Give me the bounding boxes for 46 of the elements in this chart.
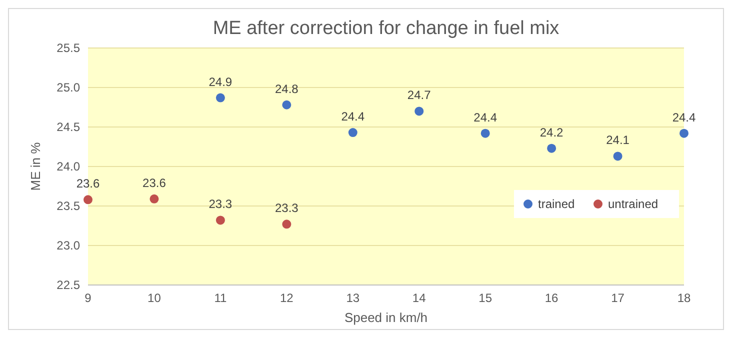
- point: [348, 128, 358, 138]
- y-tick-label: 23.0: [56, 238, 80, 252]
- data-label: 24.7: [407, 88, 432, 102]
- x-tick-label: 12: [280, 291, 294, 305]
- y-axis-title: ME in %: [28, 142, 43, 191]
- legend-label: trained: [538, 197, 575, 211]
- point: [216, 93, 225, 102]
- chart-title: ME after correction for change in fuel mix: [212, 18, 560, 39]
- data-label: 24.4: [341, 110, 365, 124]
- x-tick-label: 11: [214, 291, 227, 305]
- data-label: 23.3: [208, 197, 232, 212]
- x-tick-label: 15: [478, 291, 492, 305]
- point: [547, 144, 556, 153]
- data-label: 24.2: [540, 125, 564, 140]
- point: [282, 220, 292, 229]
- x-tick-label: 9: [84, 291, 92, 305]
- y-tick-label: 23.5: [56, 199, 80, 213]
- x-axis-title: Speed in km/h: [344, 310, 428, 325]
- x-tick-label: 17: [611, 291, 625, 305]
- data-label: 23.6: [142, 176, 166, 190]
- data-label: 24.1: [606, 133, 630, 148]
- y-tick-label: 22.5: [56, 278, 80, 292]
- x-tick-label: 10: [148, 291, 162, 305]
- data-label: 24.4: [672, 110, 696, 124]
- point: [480, 128, 490, 138]
- data-label: 24.4: [474, 110, 498, 124]
- point: [613, 152, 622, 161]
- legend-label: untrained: [608, 197, 658, 211]
- data-label: 24.9: [208, 74, 232, 89]
- point: [282, 100, 292, 110]
- x-tick-label: 14: [412, 291, 426, 305]
- y-tick-label: 24.0: [56, 160, 80, 174]
- y-tick-label: 25.0: [56, 80, 80, 94]
- x-tick-label: 13: [346, 291, 360, 305]
- point: [680, 128, 688, 138]
- data-label: 23.3: [274, 201, 299, 216]
- point: [84, 195, 92, 204]
- data-label: 23.6: [76, 176, 100, 191]
- point: [216, 216, 225, 225]
- data-label: 24.8: [274, 82, 299, 96]
- x-tick-label: 18: [677, 291, 691, 305]
- y-tick-label: 24.5: [56, 120, 80, 134]
- point: [414, 106, 424, 116]
- point: [150, 194, 159, 204]
- y-tick-label: 25.5: [56, 41, 80, 55]
- x-tick-label: 16: [544, 291, 559, 305]
